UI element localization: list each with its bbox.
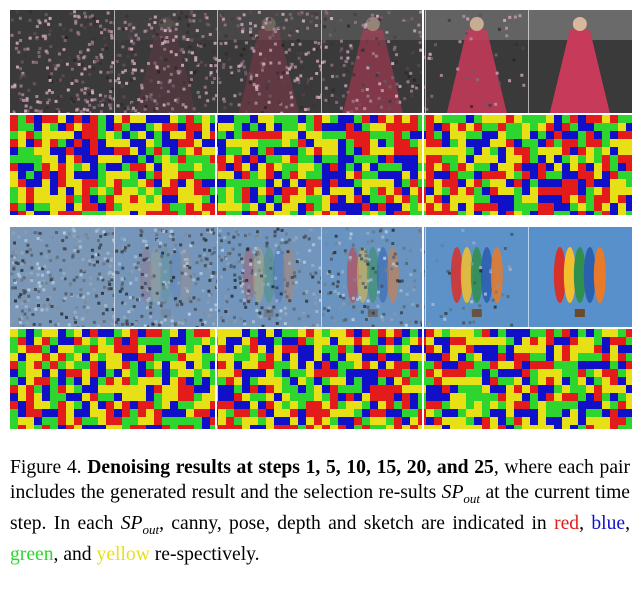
color-blue-label: blue — [591, 512, 626, 534]
color-yellow-label: yellow — [96, 543, 150, 565]
step-image-6 — [528, 10, 632, 113]
selection-map-row-1 — [10, 115, 632, 215]
step-image-1 — [10, 10, 117, 113]
step-image-5 — [425, 227, 529, 327]
figure — [10, 10, 632, 429]
photo-row-1 — [10, 10, 632, 113]
step-image-2 — [114, 227, 220, 327]
figure-caption: Figure 4. Denoising results at steps 1, … — [10, 457, 631, 565]
step-image-3 — [217, 227, 324, 327]
step-image-2 — [114, 10, 221, 113]
step-image-1 — [10, 227, 117, 327]
caption-label: Figure 4. — [10, 457, 82, 478]
step-image-5 — [425, 10, 529, 113]
step-image-4 — [321, 227, 427, 327]
step-image-4 — [321, 10, 428, 113]
step-image-6 — [528, 227, 632, 327]
step-image-3 — [217, 10, 324, 113]
color-red-label: red — [554, 512, 580, 534]
photo-row-2 — [10, 227, 632, 327]
caption-bold: Denoising results at steps 1, 5, 10, 15,… — [87, 457, 494, 478]
selection-map-row-2 — [10, 329, 632, 429]
photo-strip-1 — [10, 10, 632, 113]
color-green-label: green — [10, 543, 54, 565]
